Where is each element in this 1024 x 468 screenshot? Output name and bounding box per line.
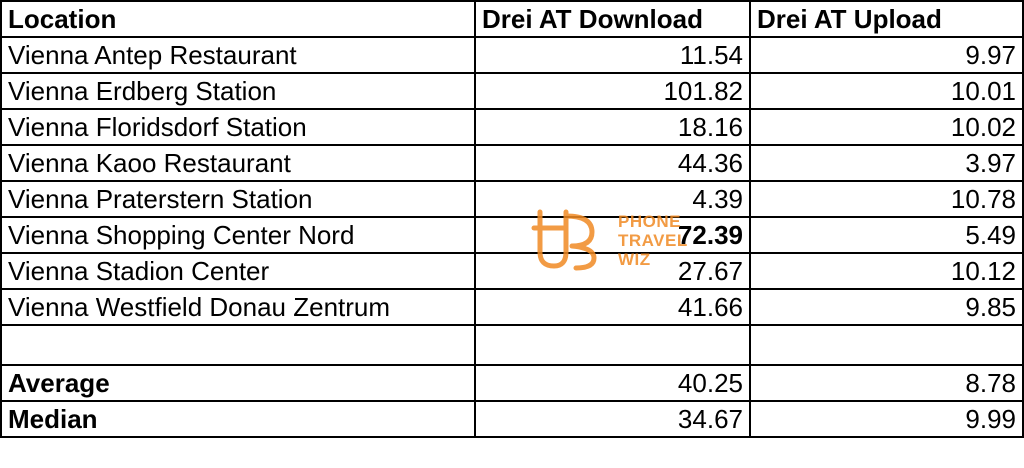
- upload-cell: 10.12: [749, 252, 1024, 290]
- location-cell: Vienna Kaoo Restaurant: [0, 144, 476, 182]
- speed-test-table: Location Drei AT Download Drei AT Upload…: [0, 0, 1024, 438]
- location-cell: Vienna Floridsdorf Station: [0, 108, 476, 146]
- upload-cell: 5.49: [749, 216, 1024, 254]
- download-cell: 18.16: [474, 108, 751, 146]
- blank-cell: [749, 324, 1024, 366]
- summary-label: Average: [0, 364, 476, 402]
- download-cell: 27.67: [474, 252, 751, 290]
- table-row: Vienna Antep Restaurant 11.54 9.97: [0, 36, 1024, 74]
- blank-cell: [0, 324, 476, 366]
- summary-row-average: Average 40.25 8.78: [0, 364, 1024, 402]
- summary-label: Median: [0, 400, 476, 438]
- download-cell: 44.36: [474, 144, 751, 182]
- table-row: Vienna Shopping Center Nord 72.39 5.49: [0, 216, 1024, 254]
- upload-cell: 9.85: [749, 288, 1024, 326]
- blank-cell: [474, 324, 751, 366]
- download-cell: 41.66: [474, 288, 751, 326]
- summary-download: 34.67: [474, 400, 751, 438]
- location-cell: Vienna Shopping Center Nord: [0, 216, 476, 254]
- summary-row-median: Median 34.67 9.99: [0, 400, 1024, 438]
- download-cell: 4.39: [474, 180, 751, 218]
- location-cell: Vienna Stadion Center: [0, 252, 476, 290]
- table-row: Vienna Floridsdorf Station 18.16 10.02: [0, 108, 1024, 146]
- header-upload: Drei AT Upload: [749, 0, 1024, 38]
- header-row: Location Drei AT Download Drei AT Upload: [0, 0, 1024, 38]
- upload-cell: 10.78: [749, 180, 1024, 218]
- summary-download: 40.25: [474, 364, 751, 402]
- table-row: Vienna Praterstern Station 4.39 10.78: [0, 180, 1024, 218]
- table-row: Vienna Erdberg Station 101.82 10.01: [0, 72, 1024, 110]
- download-cell: 72.39: [474, 216, 751, 254]
- table-row: Vienna Stadion Center 27.67 10.12: [0, 252, 1024, 290]
- summary-upload: 8.78: [749, 364, 1024, 402]
- location-cell: Vienna Westfield Donau Zentrum: [0, 288, 476, 326]
- download-cell: 11.54: [474, 36, 751, 74]
- header-download: Drei AT Download: [474, 0, 751, 38]
- download-cell: 101.82: [474, 72, 751, 110]
- upload-cell: 3.97: [749, 144, 1024, 182]
- upload-cell: 10.01: [749, 72, 1024, 110]
- location-cell: Vienna Erdberg Station: [0, 72, 476, 110]
- location-cell: Vienna Praterstern Station: [0, 180, 476, 218]
- upload-cell: 10.02: [749, 108, 1024, 146]
- table-row: Vienna Kaoo Restaurant 44.36 3.97: [0, 144, 1024, 182]
- table-row: Vienna Westfield Donau Zentrum 41.66 9.8…: [0, 288, 1024, 326]
- location-cell: Vienna Antep Restaurant: [0, 36, 476, 74]
- summary-upload: 9.99: [749, 400, 1024, 438]
- upload-cell: 9.97: [749, 36, 1024, 74]
- header-location: Location: [0, 0, 476, 38]
- blank-row: [0, 324, 1024, 366]
